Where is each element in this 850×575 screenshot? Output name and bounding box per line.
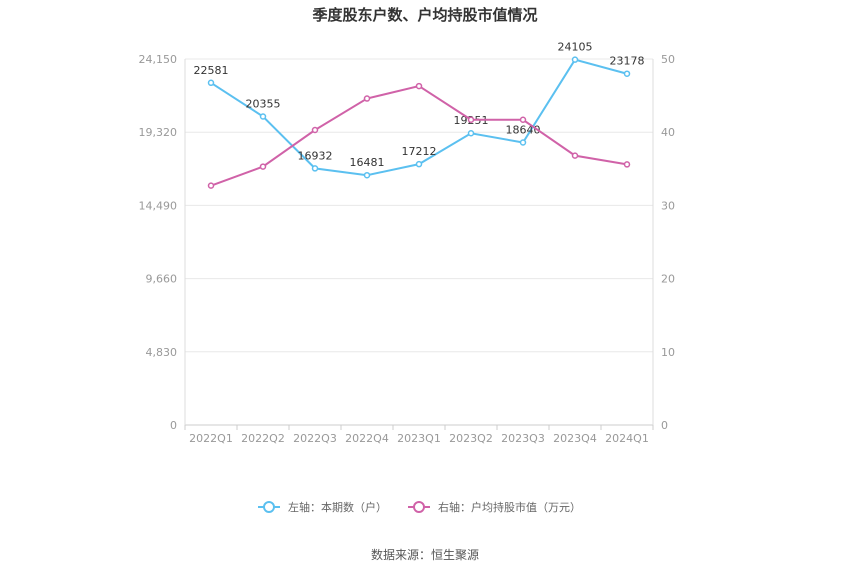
data-point[interactable]	[363, 95, 371, 102]
data-label: 18640	[506, 124, 541, 137]
x-tick-label: 2022Q4	[345, 432, 389, 445]
x-tick-label: 2023Q4	[553, 432, 597, 445]
left-tick-label: 9,660	[146, 273, 178, 286]
left-tick-label: 4,830	[146, 346, 178, 359]
data-point[interactable]	[467, 116, 475, 124]
legend-marker	[263, 501, 275, 513]
data-point[interactable]	[571, 152, 579, 159]
x-tick-label: 2023Q1	[397, 432, 441, 445]
left-tick-label: 19,320	[139, 126, 178, 139]
grid	[185, 58, 653, 353]
right-tick-label: 40	[661, 126, 675, 139]
data-point[interactable]	[207, 182, 215, 189]
legend-item-1[interactable]: 左轴：本期数（户）	[258, 500, 387, 514]
data-point[interactable]	[259, 163, 267, 170]
x-tick-label: 2022Q2	[241, 432, 285, 445]
plot-area: 2258120355169321648117212192511864024105…	[194, 41, 645, 189]
data-point[interactable]	[415, 160, 423, 168]
data-label: 22581	[194, 64, 229, 77]
data-point[interactable]	[623, 70, 631, 77]
legend-label: 左轴：本期数（户）	[288, 500, 387, 514]
x-tick-label: 2023Q2	[449, 432, 493, 445]
left-tick-label: 0	[170, 419, 177, 432]
left-y-axis: 0 4,830 9,660 14,490 19,320 24,150	[139, 53, 186, 432]
x-tick-label: 2024Q1	[605, 432, 649, 445]
x-tick-label: 2023Q3	[501, 432, 545, 445]
data-point[interactable]	[519, 139, 527, 146]
x-tick-label: 2022Q1	[189, 432, 233, 445]
legend[interactable]: 左轴：本期数（户） 右轴：户均持股市值（万元）	[258, 500, 581, 514]
data-point[interactable]	[363, 171, 371, 179]
data-point[interactable]	[623, 161, 631, 168]
data-point[interactable]	[207, 79, 215, 87]
right-y-axis: 0 10 20 30 40 50	[652, 53, 675, 432]
legend-marker	[413, 501, 425, 513]
data-point[interactable]	[311, 126, 319, 134]
right-tick-label: 30	[661, 199, 675, 212]
x-tick-label: 2022Q3	[293, 432, 337, 445]
legend-item-2[interactable]: 右轴：户均持股市值（万元）	[408, 500, 581, 514]
chart-title: 季度股东户数、户均持股市值情况	[312, 6, 537, 24]
left-tick-label: 24,150	[139, 53, 178, 66]
data-point[interactable]	[311, 165, 319, 172]
legend-label: 右轴：户均持股市值（万元）	[438, 500, 581, 514]
right-tick-label: 20	[661, 273, 675, 286]
data-label: 24105	[558, 41, 593, 54]
data-point[interactable]	[415, 82, 423, 90]
x-axis: 2022Q1 2022Q2 2022Q3 2022Q4 2023Q1 2023Q2 2023…	[184, 424, 654, 445]
data-label: 16481	[350, 156, 385, 169]
data-point[interactable]	[519, 116, 527, 124]
data-point[interactable]	[259, 113, 267, 120]
data-label: 20355	[246, 98, 281, 111]
source-note: 数据来源：恒生聚源	[371, 547, 479, 562]
data-label: 23178	[610, 55, 645, 68]
right-tick-label: 50	[661, 53, 675, 66]
data-point[interactable]	[467, 129, 475, 137]
right-tick-label: 10	[661, 346, 675, 359]
left-tick-label: 14,490	[139, 199, 178, 212]
data-point[interactable]	[571, 56, 579, 63]
data-label: 16932	[298, 149, 333, 162]
data-label: 17212	[402, 145, 437, 158]
right-tick-label: 0	[661, 419, 668, 432]
